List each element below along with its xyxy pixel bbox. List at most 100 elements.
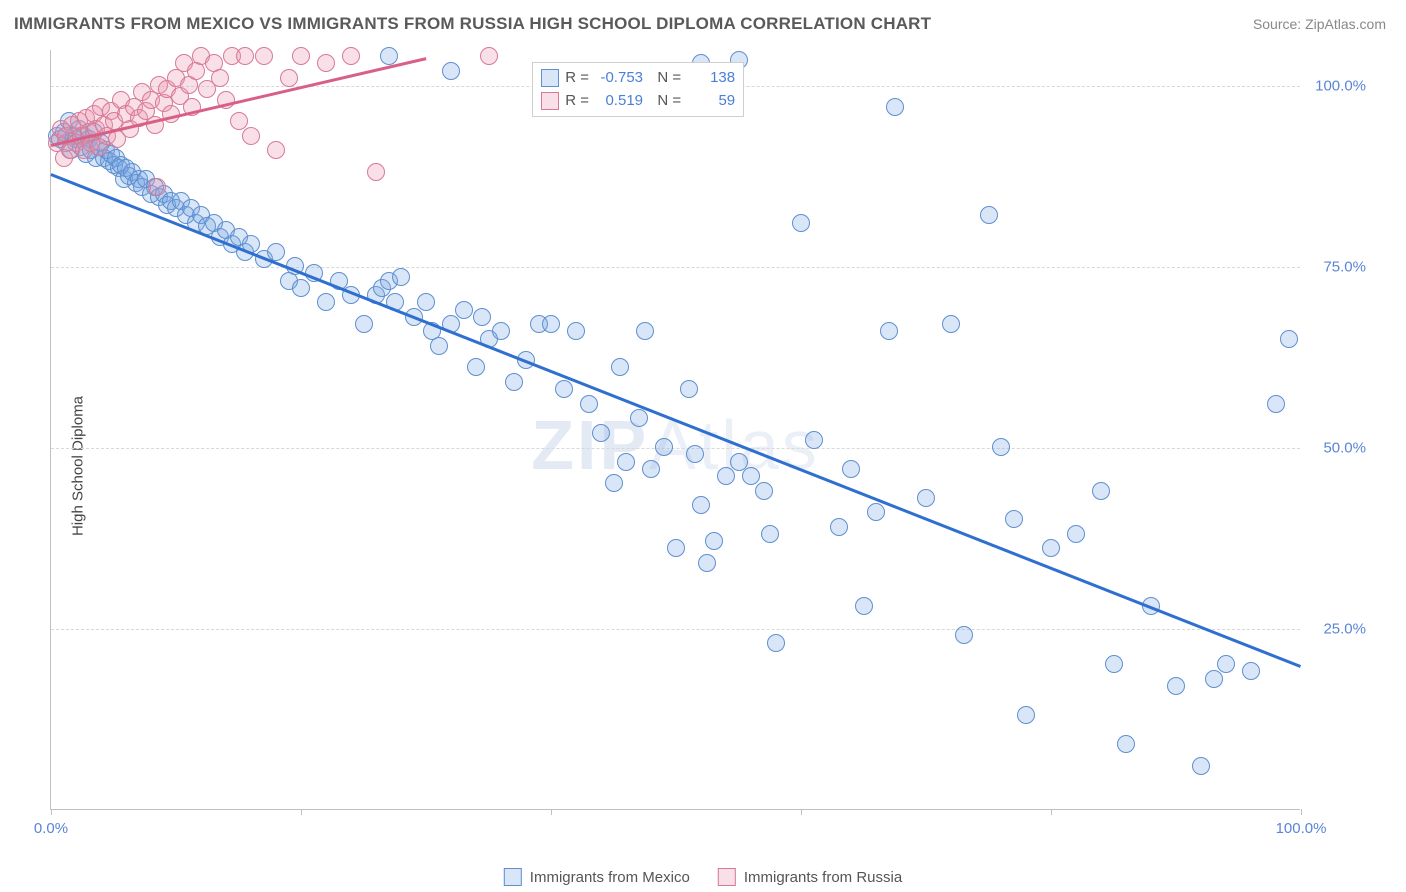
scatter-point-russia (211, 69, 229, 87)
scatter-point-mexico (1280, 330, 1298, 348)
scatter-point-mexico (555, 380, 573, 398)
y-tick-label: 25.0% (1306, 621, 1366, 638)
scatter-point-mexico (980, 206, 998, 224)
y-tick-label: 50.0% (1306, 440, 1366, 457)
gridline (51, 448, 1300, 449)
scatter-point-mexico (1117, 735, 1135, 753)
bottom-legend: Immigrants from Mexico Immigrants from R… (504, 868, 902, 886)
legend-label: Immigrants from Russia (744, 869, 902, 886)
scatter-point-mexico (867, 503, 885, 521)
scatter-point-mexico (692, 496, 710, 514)
scatter-point-mexico (455, 301, 473, 319)
scatter-point-mexico (1105, 655, 1123, 673)
scatter-point-mexico (680, 380, 698, 398)
scatter-point-mexico (580, 395, 598, 413)
scatter-point-mexico (617, 453, 635, 471)
scatter-point-mexico (1017, 706, 1035, 724)
scatter-point-mexico (467, 358, 485, 376)
scatter-point-mexico (605, 474, 623, 492)
legend-label: Immigrants from Mexico (530, 869, 690, 886)
scatter-point-mexico (830, 518, 848, 536)
scatter-point-russia (317, 54, 335, 72)
scatter-point-russia (255, 47, 273, 65)
swatch-icon (718, 868, 736, 886)
scatter-point-mexico (505, 373, 523, 391)
scatter-point-mexico (392, 268, 410, 286)
scatter-point-mexico (1005, 510, 1023, 528)
chart-area: High School Diploma ZIPAtlas 25.0%50.0%7… (0, 40, 1406, 892)
watermark: ZIPAtlas (531, 405, 820, 485)
scatter-point-mexico (655, 438, 673, 456)
scatter-point-russia (242, 127, 260, 145)
scatter-point-russia (267, 141, 285, 159)
scatter-point-mexico (630, 409, 648, 427)
scatter-point-russia (292, 47, 310, 65)
scatter-point-russia (280, 69, 298, 87)
x-tick (1051, 809, 1052, 815)
legend-item-mexico: Immigrants from Mexico (504, 868, 690, 886)
x-tick (51, 809, 52, 815)
scatter-point-mexico (842, 460, 860, 478)
scatter-point-mexico (792, 214, 810, 232)
scatter-point-russia (236, 47, 254, 65)
x-tick (551, 809, 552, 815)
scatter-point-mexico (355, 315, 373, 333)
scatter-point-mexico (880, 322, 898, 340)
scatter-point-mexico (755, 482, 773, 500)
scatter-point-mexico (1167, 677, 1185, 695)
gridline (51, 629, 1300, 630)
scatter-point-mexico (917, 489, 935, 507)
scatter-point-mexico (567, 322, 585, 340)
scatter-point-mexico (955, 626, 973, 644)
scatter-point-mexico (611, 358, 629, 376)
x-tick (1301, 809, 1302, 815)
scatter-point-mexico (855, 597, 873, 615)
scatter-point-mexico (1067, 525, 1085, 543)
trend-line-mexico (51, 173, 1302, 668)
x-tick-label: 0.0% (34, 820, 68, 837)
scatter-point-mexico (492, 322, 510, 340)
correlation-legend: R =-0.753 N =138R =0.519 N =59 (532, 62, 744, 117)
scatter-point-mexico (442, 62, 460, 80)
scatter-point-mexico (430, 337, 448, 355)
scatter-point-mexico (1192, 757, 1210, 775)
scatter-point-mexico (767, 634, 785, 652)
scatter-point-mexico (1242, 662, 1260, 680)
scatter-point-mexico (761, 525, 779, 543)
scatter-point-russia (367, 163, 385, 181)
scatter-point-mexico (473, 308, 491, 326)
legend-item-russia: Immigrants from Russia (718, 868, 902, 886)
scatter-point-mexico (292, 279, 310, 297)
scatter-point-russia (342, 47, 360, 65)
y-tick-label: 100.0% (1306, 78, 1366, 95)
scatter-point-mexico (805, 431, 823, 449)
scatter-point-mexico (886, 98, 904, 116)
page-title: IMMIGRANTS FROM MEXICO VS IMMIGRANTS FRO… (14, 14, 931, 34)
scatter-point-mexico (592, 424, 610, 442)
scatter-point-mexico (717, 467, 735, 485)
scatter-point-mexico (942, 315, 960, 333)
scatter-point-mexico (686, 445, 704, 463)
scatter-point-mexico (992, 438, 1010, 456)
scatter-point-mexico (667, 539, 685, 557)
scatter-point-mexico (1205, 670, 1223, 688)
scatter-point-russia (480, 47, 498, 65)
scatter-point-mexico (317, 293, 335, 311)
x-tick (301, 809, 302, 815)
scatter-point-mexico (705, 532, 723, 550)
scatter-point-mexico (1267, 395, 1285, 413)
x-tick-label: 100.0% (1276, 820, 1327, 837)
source-label: Source: ZipAtlas.com (1253, 16, 1386, 32)
scatter-point-mexico (1217, 655, 1235, 673)
scatter-plot: ZIPAtlas 25.0%50.0%75.0%100.0%0.0%100.0%… (50, 50, 1300, 810)
gridline (51, 267, 1300, 268)
scatter-point-mexico (642, 460, 660, 478)
scatter-point-mexico (417, 293, 435, 311)
scatter-point-mexico (267, 243, 285, 261)
swatch-icon (504, 868, 522, 886)
scatter-point-mexico (1042, 539, 1060, 557)
scatter-point-russia (148, 178, 166, 196)
scatter-point-mexico (698, 554, 716, 572)
scatter-point-mexico (542, 315, 560, 333)
scatter-point-mexico (380, 47, 398, 65)
